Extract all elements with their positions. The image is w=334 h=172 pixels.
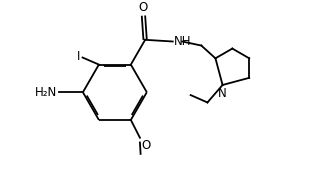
Text: NH: NH: [173, 35, 191, 48]
Text: H₂N: H₂N: [35, 86, 57, 99]
Text: N: N: [218, 87, 227, 100]
Text: O: O: [141, 139, 150, 152]
Text: O: O: [139, 1, 148, 14]
Text: I: I: [76, 50, 80, 63]
